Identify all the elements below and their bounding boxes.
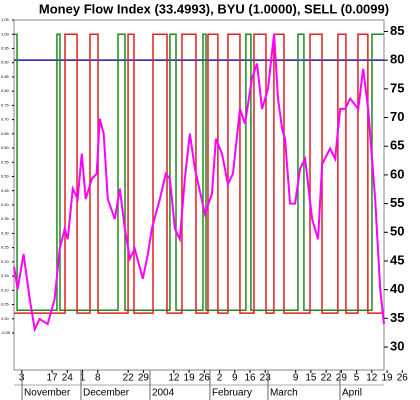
x-tick-label: 5 <box>354 373 360 384</box>
y2-tick-label: 0.05 <box>1 302 10 307</box>
plot-frame <box>13 19 385 371</box>
y2-tick-label: 0.20 <box>1 259 10 264</box>
x-tick-label: 8 <box>95 373 101 384</box>
x-tick-label: 2 <box>217 373 223 384</box>
month-label: November <box>24 388 71 399</box>
y2-tick-label: 0.30 <box>1 230 10 235</box>
series-line <box>13 33 385 333</box>
y2-tick-label: 0.65 <box>1 131 10 136</box>
x-tick-label: 24 <box>62 373 74 384</box>
y2-tick-label: 1.00 <box>1 31 10 36</box>
y2-tick-label: 0.85 <box>1 74 10 79</box>
y2-tick-label: 0.50 <box>1 174 10 179</box>
y2-tick-label: 0.80 <box>1 88 10 93</box>
y2-tick-label: 0.10 <box>1 287 10 292</box>
series-line <box>14 33 384 314</box>
x-tick-label: 22 <box>123 373 135 384</box>
x-tick-label: 23 <box>260 373 272 384</box>
x-tick-label: 12 <box>168 373 180 384</box>
y2-tick-label: 0.15 <box>1 273 10 278</box>
y-tick-label: 80 <box>390 52 404 67</box>
y2-tick-label: 0.90 <box>1 60 10 65</box>
y2-tick-label: -0.05 <box>1 330 11 335</box>
month-label: March <box>270 388 298 399</box>
y-tick-label: 60 <box>390 166 404 181</box>
y-tick-label: 30 <box>390 338 404 353</box>
x-tick-label: 17 <box>47 373 59 384</box>
month-label: December <box>83 388 130 399</box>
y2-tick-label: 1.05 <box>1 17 10 22</box>
month-label: 2004 <box>152 388 175 399</box>
y2-tick-label: 0.25 <box>1 245 10 250</box>
y-tick-label: 55 <box>390 195 404 210</box>
y-tick-label: 40 <box>390 281 404 296</box>
y-tick-label: 70 <box>390 109 404 124</box>
x-tick-label: 29 <box>138 373 150 384</box>
series-line <box>14 33 384 311</box>
y2-tick-label: 0.60 <box>1 145 10 150</box>
month-label: February <box>212 388 252 399</box>
chart-title: Money Flow Index (33.4993), BYU (1.0000)… <box>39 1 389 16</box>
x-tick-label: 29 <box>336 373 348 384</box>
y2-tick-label: 0.40 <box>1 202 10 207</box>
y2-tick-label: 0.45 <box>1 188 10 193</box>
x-tick-label: 26 <box>199 373 211 384</box>
y2-tick-label: 0.70 <box>1 117 10 122</box>
y-tick-label: 50 <box>390 224 404 239</box>
x-tick-label: 26 <box>397 373 409 384</box>
x-tick-label: 12 <box>366 373 378 384</box>
y-tick-label: 35 <box>390 310 404 325</box>
y-tick-label: 75 <box>390 80 404 95</box>
x-tick-label: 19 <box>184 373 196 384</box>
x-tick-label: 1 <box>80 373 86 384</box>
x-tick-label: 16 <box>244 373 256 384</box>
y2-tick-label: 0.95 <box>1 46 10 51</box>
x-tick-label: 15 <box>305 373 317 384</box>
y2-tick-label: 0.00 <box>1 316 10 321</box>
y-tick-label: 65 <box>390 138 404 153</box>
x-tick-label: 9 <box>293 373 299 384</box>
y-tick-label: 85 <box>390 23 404 38</box>
y2-tick-label: 0.35 <box>1 216 10 221</box>
x-tick-label: 9 <box>232 373 238 384</box>
y2-tick-label: 0.55 <box>1 159 10 164</box>
y2-tick-label: 0.75 <box>1 102 10 107</box>
x-tick-label: 19 <box>381 373 393 384</box>
y-tick-label: 45 <box>390 252 404 267</box>
month-label: April <box>342 388 362 399</box>
x-tick-label: 22 <box>321 373 333 384</box>
